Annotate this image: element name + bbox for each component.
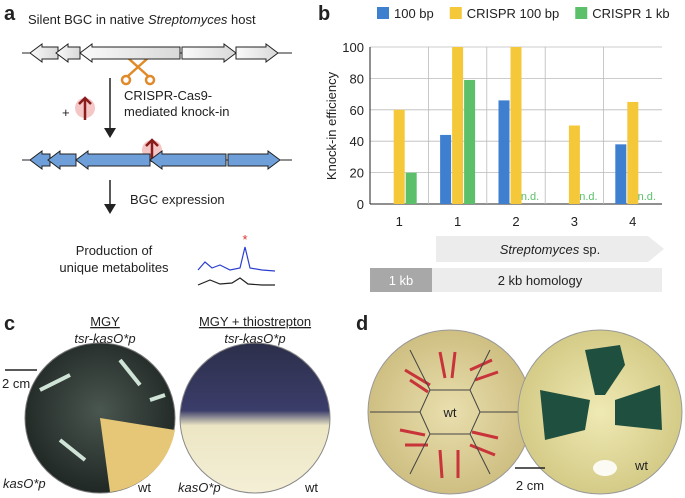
strain-label: kasO*p <box>3 476 46 491</box>
step: BGC expression <box>130 192 225 207</box>
title-part: Streptomyces <box>148 12 228 27</box>
band <box>432 268 662 292</box>
legend-swatch <box>575 7 588 19</box>
strain-label: wt <box>304 480 318 495</box>
step: mediated knock-in <box>124 104 230 119</box>
y-tick-label: 60 <box>350 103 364 118</box>
strain-label: kasO*p <box>178 480 221 495</box>
title-part: Silent BGC in native <box>28 12 148 27</box>
y-tick-label: 20 <box>350 166 364 181</box>
band-label: 2 kb homology <box>498 273 583 288</box>
bar <box>568 125 580 204</box>
band-label: 1 kb <box>389 273 414 288</box>
y-tick-label: 40 <box>350 134 364 149</box>
group-label-part: Streptomyces <box>500 242 580 257</box>
gene-arrow <box>227 150 281 170</box>
legend-label: CRISPR 100 bp <box>467 6 560 21</box>
bar <box>615 144 627 204</box>
gene-arrow <box>75 150 151 170</box>
plate <box>179 342 331 494</box>
colony <box>593 460 617 476</box>
colony <box>100 418 175 492</box>
value-label: n.d. <box>638 191 656 203</box>
title-part: host <box>227 12 256 27</box>
y-axis-label: Knock-in efficiency <box>324 71 339 180</box>
group-label: Streptomyces sp. <box>500 242 600 257</box>
panel-label: c <box>4 313 15 335</box>
plate-title: MGY + thiostrepton <box>199 314 311 329</box>
bar <box>393 109 405 204</box>
strain-label: wt <box>137 480 151 495</box>
bar <box>405 172 417 204</box>
gene-arrow <box>149 150 227 170</box>
green-colonies <box>540 345 662 440</box>
x-tick-label: 4 <box>629 214 636 229</box>
y-tick-label: 0 <box>357 197 364 212</box>
gene-arrow <box>79 43 181 63</box>
panel-label: a <box>4 3 16 25</box>
chromatogram <box>197 246 276 286</box>
scale-label: 2 cm <box>516 478 544 493</box>
scissors <box>120 57 156 86</box>
band <box>370 268 432 292</box>
value-label: n.d. <box>521 191 539 203</box>
red-streaks <box>399 351 499 479</box>
product: unique metabolites <box>59 260 169 275</box>
gene-arrow <box>29 150 51 170</box>
plus: + <box>62 105 70 120</box>
legend-swatch <box>377 7 389 19</box>
arrow-head <box>104 128 116 138</box>
step: CRISPR-Cas9- <box>124 88 212 103</box>
bar <box>498 100 510 204</box>
group-label-part: sp. <box>579 242 600 257</box>
strain-label: wt <box>634 458 648 473</box>
bar <box>464 79 476 204</box>
y-tick-label: 80 <box>350 71 364 86</box>
bar <box>627 101 639 204</box>
bar <box>452 47 464 204</box>
bar <box>440 134 452 204</box>
panel-a-title: Silent BGC in native Streptomyces host <box>28 12 256 27</box>
panel-label: b <box>318 3 330 25</box>
dividers <box>370 349 530 475</box>
strain-label: wt <box>443 405 457 420</box>
x-tick-label: 3 <box>571 214 578 229</box>
plate-subtitle: tsr-kasO*p <box>224 331 285 346</box>
gene-arrow <box>55 43 81 63</box>
arrow-head <box>104 204 116 214</box>
product: Production of <box>76 243 153 258</box>
scale-label: 2 cm <box>2 376 30 391</box>
legend-swatch <box>449 7 462 19</box>
gene-arrow <box>181 43 237 63</box>
layout <box>5 43 683 495</box>
gene-arrow <box>47 150 77 170</box>
panel-label: d <box>356 313 368 335</box>
value-label: n.d. <box>579 191 597 203</box>
gene-arrow <box>235 43 279 63</box>
x-tick-label: 2 <box>512 214 519 229</box>
bar <box>510 47 522 204</box>
group-arrow <box>436 236 664 262</box>
plate-subtitle: tsr-kasO*p <box>74 331 135 346</box>
plate <box>517 329 683 495</box>
y-tick-label: 100 <box>342 40 364 55</box>
streak <box>39 358 166 462</box>
gene-arrow <box>29 43 59 63</box>
plate-title: MGY <box>90 314 120 329</box>
legend-label: CRISPR 1 kb <box>592 6 669 21</box>
x-tick-label: 1 <box>396 214 403 229</box>
x-tick-label: 1 <box>454 214 461 229</box>
peak-marker: * <box>242 232 247 247</box>
legend-label: 100 bp <box>394 6 434 21</box>
